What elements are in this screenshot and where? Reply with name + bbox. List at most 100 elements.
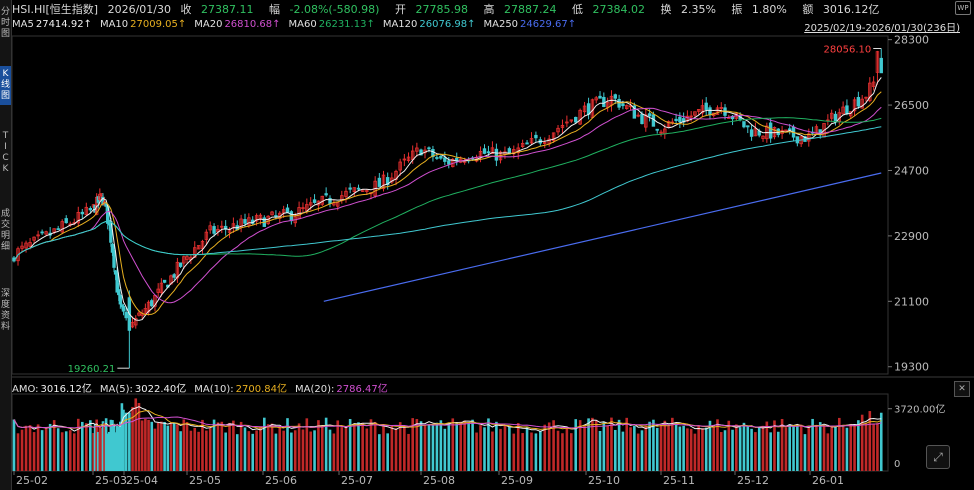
candle-body — [666, 121, 671, 127]
volume-bar — [471, 419, 474, 471]
volume-bar — [243, 427, 247, 471]
volume-bar — [228, 422, 231, 471]
volume-bar — [394, 428, 398, 471]
candle-body — [182, 256, 186, 264]
volume-bar — [610, 417, 613, 471]
wp-logo-icon[interactable]: WP — [955, 1, 971, 15]
ma-legend-item-0: MA5 27414.92↑ — [12, 19, 96, 30]
candle-body — [88, 208, 93, 211]
ma-legend-item-2: MA20 26810.68↑ — [194, 19, 284, 30]
volume-bar — [587, 418, 590, 471]
volume-bar — [216, 422, 220, 471]
volume-bar — [282, 430, 285, 471]
candle-body — [124, 312, 128, 319]
volume-bar — [104, 418, 108, 471]
amplitude-value: 1.80% — [751, 3, 787, 16]
volume-bar — [583, 425, 586, 471]
open-label: 开 — [394, 3, 406, 16]
volume-bar — [373, 421, 377, 471]
expand-arrows-icon[interactable]: ⤢ — [926, 445, 950, 469]
volume-bar — [697, 425, 700, 471]
candle-body — [308, 202, 313, 206]
volume-bar — [309, 431, 312, 471]
candle-body — [704, 102, 708, 110]
ma-legend-item-label: MA20 — [194, 19, 223, 30]
candle-body — [700, 105, 705, 114]
volume-bar — [708, 420, 712, 471]
candle-body — [659, 131, 663, 134]
candle-body — [852, 99, 857, 112]
volume-bar — [247, 431, 251, 471]
volume-bar — [776, 431, 780, 471]
volume-bar — [655, 427, 659, 471]
ma5-line — [13, 77, 882, 321]
candle-body — [551, 132, 556, 141]
candle-body — [402, 158, 407, 161]
volume-bar — [293, 430, 297, 471]
candle-body — [150, 300, 154, 307]
candle-body — [220, 225, 224, 228]
volume-bar — [570, 433, 573, 471]
volume-bar — [169, 423, 173, 471]
candle-body — [212, 226, 216, 234]
sidebar-tab-2[interactable]: T I C K — [2, 131, 9, 174]
amo-legend: AMO: 3016.12亿 MA(5): 3022.40亿 MA(10): 2700.84… — [12, 380, 396, 395]
candle-body — [112, 249, 116, 268]
x-tick-label: 25-09 — [501, 474, 533, 487]
candle-body — [80, 211, 84, 215]
volume-bar — [144, 418, 147, 471]
candle-body — [20, 245, 24, 249]
volume-bar — [150, 421, 154, 471]
sidebar-tab-1[interactable]: K 线 图 — [0, 66, 11, 105]
turnover-value: 2.35% — [680, 3, 716, 16]
volume-bar — [44, 427, 48, 471]
volume-bar — [769, 432, 772, 471]
volume-bar — [340, 427, 344, 471]
volume-bar — [663, 420, 667, 471]
candle-body — [598, 95, 602, 99]
volume-bar — [120, 403, 124, 471]
candle-body — [534, 134, 538, 139]
date-range-label[interactable]: 2025/02/19-2026/01/30(236日) — [804, 23, 960, 34]
volume-bar — [64, 431, 68, 471]
sidebar-tab-3[interactable]: 成 交 明 细 — [0, 209, 10, 252]
sidebar-tab-0[interactable]: 分 时 图 — [0, 7, 10, 39]
volume-tick-label: 0 — [894, 459, 900, 470]
volume-bar — [259, 426, 262, 471]
ma-legend-item-label: MA5 — [12, 19, 34, 30]
candle-body — [200, 240, 205, 249]
volume-bar — [483, 427, 486, 471]
volume-bar — [818, 422, 822, 471]
ma-legend-item-4: MA120 26076.98↑ — [383, 19, 480, 30]
volume-bar — [799, 424, 803, 471]
candle-body — [678, 116, 682, 123]
symbol-label[interactable]: HSI.HI[恒生指数] — [12, 3, 99, 16]
candle-body — [482, 148, 487, 154]
x-tick-label: 26-01 — [812, 474, 844, 487]
candle-body — [565, 121, 569, 124]
candle-body — [121, 306, 126, 312]
candle-body — [681, 118, 686, 123]
ma-legend-item-3: MA60 26231.13↑ — [289, 19, 379, 30]
volume-bar — [365, 428, 369, 471]
volume-bar — [179, 431, 182, 471]
volume-bar — [712, 425, 716, 471]
candle-body — [130, 321, 135, 328]
x-tick-label: 25-03 — [95, 474, 127, 487]
volume-bar — [89, 420, 92, 471]
x-tick-label: 25-05 — [189, 474, 221, 487]
candle-body — [447, 160, 451, 165]
volume-bar — [320, 427, 324, 471]
candle-body — [617, 98, 621, 108]
candle-body — [871, 81, 876, 87]
candle-body — [856, 97, 861, 107]
volume-bar — [122, 409, 125, 471]
candle-body — [216, 228, 220, 233]
candle-body — [431, 148, 435, 158]
volume-bar — [784, 427, 788, 471]
candle-body — [352, 187, 357, 193]
close-icon[interactable]: ✕ — [954, 381, 970, 397]
sidebar-tab-4[interactable]: 深 度 资 料 — [0, 289, 10, 332]
volume-bar — [297, 423, 301, 471]
volume-bar — [876, 423, 879, 471]
